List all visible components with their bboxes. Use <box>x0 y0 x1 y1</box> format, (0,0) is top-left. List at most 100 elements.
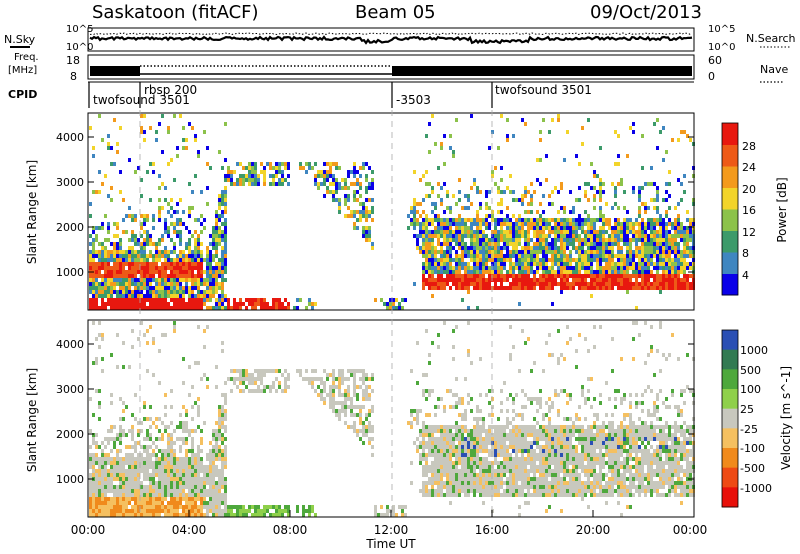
range-gate-cell <box>470 397 473 401</box>
range-gate-cell <box>518 250 521 254</box>
range-gate-cell <box>332 174 335 178</box>
range-gate-cell <box>563 222 566 226</box>
range-gate-cell <box>497 485 500 489</box>
range-gate-cell <box>131 453 134 457</box>
range-gate-cell <box>503 218 506 222</box>
range-gate-cell <box>617 242 620 246</box>
range-gate-cell <box>371 242 374 246</box>
range-gate-cell <box>515 274 518 278</box>
range-gate-cell <box>188 429 191 433</box>
range-gate-cell <box>437 485 440 489</box>
range-gate-cell <box>470 234 473 238</box>
range-gate-cell <box>272 385 275 389</box>
range-gate-cell <box>470 473 473 477</box>
range-gate-cell <box>419 445 422 449</box>
range-gate-cell <box>155 445 158 449</box>
velocity-heatmap <box>89 321 695 517</box>
range-gate-cell <box>362 162 365 166</box>
range-gate-cell <box>482 445 485 449</box>
range-gate-cell <box>119 306 122 310</box>
range-gate-cell <box>446 425 449 429</box>
range-gate-cell <box>446 282 449 286</box>
range-gate-cell <box>362 214 365 218</box>
range-gate-cell <box>368 413 371 417</box>
range-gate-cell <box>107 142 110 146</box>
range-gate-cell <box>89 481 92 485</box>
range-gate-cell <box>566 130 569 134</box>
range-gate-cell <box>167 130 170 134</box>
range-gate-cell <box>689 138 692 142</box>
range-gate-cell <box>479 461 482 465</box>
range-gate-cell <box>128 274 131 278</box>
range-gate-cell <box>446 194 449 198</box>
range-gate-cell <box>506 254 509 258</box>
range-gate-cell <box>188 182 191 186</box>
range-gate-cell <box>113 290 116 294</box>
range-gate-cell <box>116 465 119 469</box>
range-gate-cell <box>119 302 122 306</box>
range-gate-cell <box>656 254 659 258</box>
range-gate-cell <box>248 182 251 186</box>
range-gate-cell <box>686 262 689 266</box>
range-gate-cell <box>254 302 257 306</box>
range-gate-cell <box>440 429 443 433</box>
range-gate-cell <box>137 429 140 433</box>
range-gate-cell <box>434 214 437 218</box>
range-gate-cell <box>563 238 566 242</box>
range-gate-cell <box>110 501 113 505</box>
range-gate-cell <box>434 489 437 493</box>
range-gate-cell <box>593 282 596 286</box>
range-gate-cell <box>359 417 362 421</box>
range-gate-cell <box>287 509 290 513</box>
range-gate-cell <box>119 449 122 453</box>
range-gate-cell <box>371 186 374 190</box>
range-gate-cell <box>173 270 176 274</box>
noise-ytick-top-left: 10^5 <box>66 24 93 35</box>
range-gate-cell <box>440 274 443 278</box>
range-gate-cell <box>113 258 116 262</box>
range-gate-cell <box>365 234 368 238</box>
range-gate-cell <box>632 234 635 238</box>
range-gate-cell <box>473 266 476 270</box>
range-gate-cell <box>461 266 464 270</box>
range-gate-cell <box>173 302 176 306</box>
range-gate-cell <box>89 258 92 262</box>
range-gate-cell <box>470 433 473 437</box>
range-gate-cell <box>653 246 656 250</box>
range-gate-cell <box>608 218 611 222</box>
range-gate-cell <box>179 465 182 469</box>
range-gate-cell <box>200 505 203 509</box>
range-gate-cell <box>494 218 497 222</box>
range-gate-cell <box>344 202 347 206</box>
range-gate-cell <box>419 202 422 206</box>
range-gate-cell <box>116 302 119 306</box>
range-gate-cell <box>173 513 176 517</box>
range-gate-cell <box>146 214 149 218</box>
range-gate-cell <box>158 513 161 517</box>
range-gate-cell <box>428 425 431 429</box>
range-gate-cell <box>521 246 524 250</box>
range-gate-cell <box>173 226 176 230</box>
range-gate-cell <box>644 250 647 254</box>
range-gate-cell <box>206 509 209 513</box>
range-gate-cell <box>617 270 620 274</box>
range-gate-cell <box>590 286 593 290</box>
range-gate-cell <box>521 254 524 258</box>
range-gate-cell <box>107 230 110 234</box>
range-gate-cell <box>308 509 311 513</box>
range-gate-cell <box>575 234 578 238</box>
range-gate-cell <box>530 246 533 250</box>
range-gate-cell <box>518 270 521 274</box>
range-gate-cell <box>215 210 218 214</box>
range-gate-cell <box>110 286 113 290</box>
range-gate-cell <box>134 505 137 509</box>
range-gate-cell <box>251 298 254 302</box>
range-gate-cell <box>527 246 530 250</box>
range-gate-cell <box>131 218 134 222</box>
range-gate-cell <box>596 234 599 238</box>
range-gate-cell <box>167 290 170 294</box>
range-gate-cell <box>467 393 470 397</box>
range-gate-cell <box>656 238 659 242</box>
range-gate-cell <box>260 377 263 381</box>
range-gate-cell <box>500 226 503 230</box>
